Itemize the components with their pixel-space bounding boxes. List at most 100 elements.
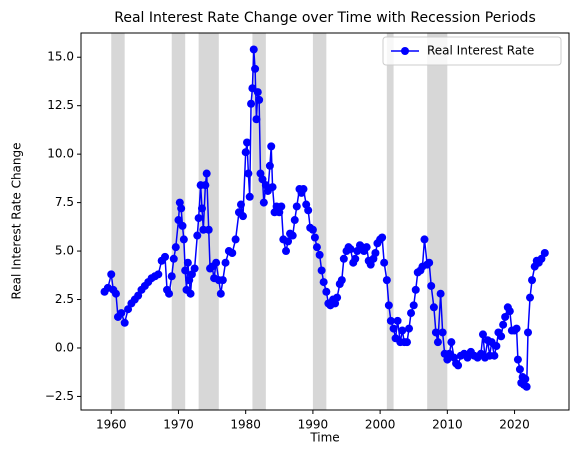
data-point [393, 316, 402, 325]
data-point [183, 258, 192, 267]
data-point [186, 289, 195, 298]
recession-span [111, 33, 125, 410]
y-tick-label: 15.0 [47, 50, 74, 64]
data-point [190, 264, 199, 273]
data-point [202, 169, 211, 178]
x-tick-label: 1970 [163, 418, 194, 432]
data-point [346, 245, 355, 254]
data-point [371, 248, 380, 257]
data-point [526, 293, 535, 302]
data-point [221, 258, 230, 267]
data-point [384, 301, 393, 310]
y-tick-label: 2.5 [55, 292, 74, 306]
data-point [238, 212, 247, 221]
x-tick-label: 2010 [432, 418, 463, 432]
data-point [268, 183, 277, 192]
data-point [117, 309, 126, 318]
data-point [478, 330, 487, 339]
y-tick-label: 5.0 [55, 244, 74, 258]
data-point [521, 374, 530, 383]
x-tick-label: 1960 [96, 418, 127, 432]
data-point [431, 328, 440, 337]
data-point [244, 169, 253, 178]
data-point [319, 278, 328, 287]
y-tick-label: 12.5 [47, 98, 74, 112]
data-point [251, 64, 260, 73]
data-point [497, 332, 506, 341]
data-point [540, 248, 549, 257]
data-point [351, 254, 360, 263]
data-point [194, 214, 203, 223]
data-point [193, 231, 202, 240]
x-tick-label: 1980 [230, 418, 261, 432]
data-point [339, 254, 348, 263]
data-point [429, 303, 438, 312]
data-point [258, 175, 267, 184]
data-point [405, 324, 414, 333]
y-tick-label: 7.5 [55, 195, 74, 209]
y-tick-label: 10.0 [47, 147, 74, 161]
data-point [212, 258, 221, 267]
data-point [154, 270, 163, 279]
data-point [403, 338, 412, 347]
data-point [243, 138, 252, 147]
y-tick-label: 0.0 [55, 340, 74, 354]
data-point [253, 88, 262, 97]
data-point [337, 276, 346, 285]
data-point [463, 353, 472, 362]
data-point [247, 99, 256, 108]
data-point [201, 181, 210, 190]
x-tick-label: 2020 [499, 418, 530, 432]
data-point [513, 355, 522, 364]
data-point [382, 276, 391, 285]
data-point [378, 233, 387, 242]
data-point [197, 204, 206, 213]
data-point [515, 365, 524, 374]
data-point [407, 309, 416, 318]
data-point [522, 382, 531, 391]
data-point [398, 326, 407, 335]
y-tick-label: −2.5 [45, 389, 74, 403]
data-point [177, 204, 186, 213]
data-point [111, 289, 120, 298]
data-point [169, 254, 178, 263]
x-tick-label: 2000 [365, 418, 396, 432]
axes-frame [80, 32, 570, 411]
data-point [204, 225, 213, 234]
data-point [433, 338, 442, 347]
data-point [218, 276, 227, 285]
data-point [231, 235, 240, 244]
data-point [420, 235, 429, 244]
data-point [523, 328, 532, 337]
data-point [134, 291, 143, 300]
data-point [427, 281, 436, 290]
data-point [290, 216, 299, 225]
data-point [245, 192, 254, 201]
data-point [411, 285, 420, 294]
data-point [265, 161, 274, 170]
data-point [179, 235, 188, 244]
data-point [288, 231, 297, 240]
data-point [171, 243, 180, 252]
data-point [304, 206, 313, 215]
data-point [499, 320, 508, 329]
x-axis-label: Time [309, 431, 339, 445]
data-point [236, 200, 245, 209]
data-point [161, 252, 170, 261]
data-point [178, 221, 187, 230]
data-point [438, 328, 447, 337]
data-point [308, 225, 317, 234]
data-point [322, 287, 331, 296]
recession-span [386, 33, 394, 410]
data-point [380, 258, 389, 267]
data-point [315, 250, 324, 259]
data-point [216, 289, 225, 298]
data-point [512, 324, 521, 333]
data-point [277, 202, 286, 211]
data-point [501, 312, 510, 321]
data-point [312, 243, 321, 252]
data-point [228, 248, 237, 257]
legend-box [382, 36, 562, 66]
